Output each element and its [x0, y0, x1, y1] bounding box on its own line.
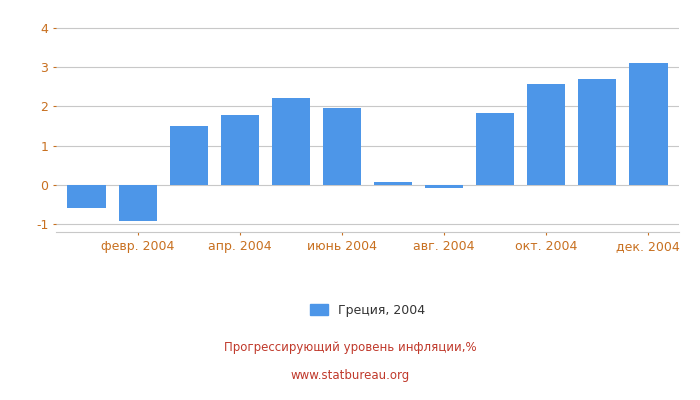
Bar [169, 126, 208, 185]
Text: Прогрессирующий уровень инфляции,%: Прогрессирующий уровень инфляции,% [224, 342, 476, 354]
Bar [323, 108, 361, 185]
Bar [476, 113, 514, 185]
Bar [118, 185, 157, 221]
Text: www.statbureau.org: www.statbureau.org [290, 370, 410, 382]
Bar [272, 98, 310, 185]
Bar [374, 182, 412, 185]
Bar [220, 115, 259, 185]
Bar [67, 185, 106, 208]
Legend: Греция, 2004: Греция, 2004 [304, 299, 430, 322]
Bar [629, 63, 668, 185]
Bar [527, 84, 566, 185]
Bar [425, 185, 463, 188]
Bar [578, 79, 617, 185]
